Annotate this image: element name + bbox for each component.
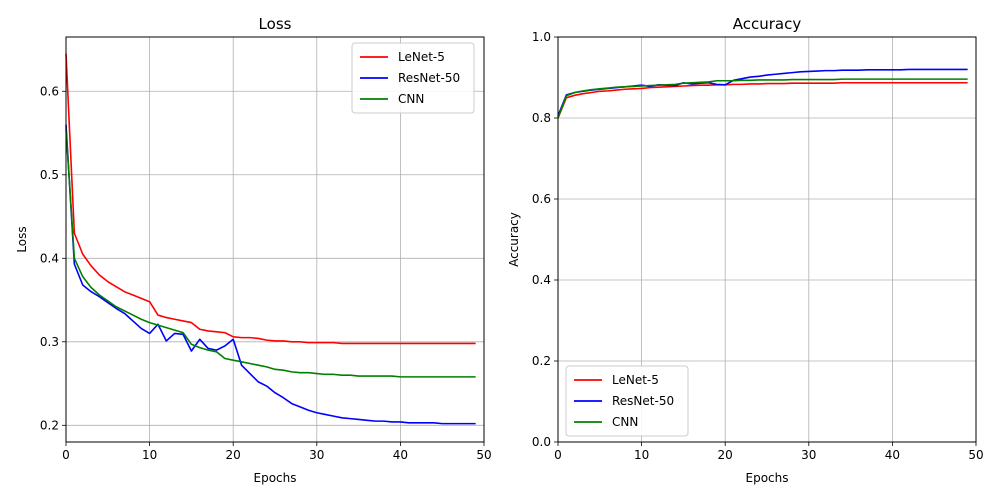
y-tick-label: 0.8 — [532, 111, 551, 125]
loss-axes-frame — [65, 36, 485, 443]
x-tick-label: 10 — [634, 448, 649, 462]
y-tick-label: 0.6 — [40, 84, 59, 98]
loss-series — [65, 53, 476, 425]
y-tick-label: 0.4 — [532, 273, 551, 287]
loss-chart: 0 10 20 30 40 50 0.20.30.40.50.6 Loss Epochs … — [15, 15, 492, 485]
x-tick-label: 50 — [968, 448, 983, 462]
accuracy-y-axis-label: Accuracy — [507, 212, 521, 267]
y-tick-label: 0.5 — [40, 168, 59, 182]
y-tick-label: 0.4 — [40, 251, 59, 265]
accuracy-axes-frame — [557, 36, 977, 443]
series-line-lenet-5 — [65, 53, 476, 345]
y-tick-label: 1.0 — [532, 30, 551, 44]
loss-x-ticks: 0 10 20 30 40 50 — [62, 442, 492, 462]
y-tick-label: 0.2 — [532, 354, 551, 368]
series-line-cnn — [65, 128, 476, 378]
accuracy-chart-title: Accuracy — [733, 15, 802, 33]
x-tick-label: 40 — [885, 448, 900, 462]
series-line-lenet-5 — [557, 81, 968, 119]
loss-y-axis-label: Loss — [15, 226, 29, 252]
x-tick-label: 0 — [554, 448, 562, 462]
legend-box — [351, 42, 475, 114]
series-line-cnn — [557, 78, 968, 119]
loss-chart-title: Loss — [259, 15, 292, 33]
accuracy-y-ticks: 0.0 0.2 0.4 0.6 0.8 1.0 — [532, 30, 558, 449]
legend-entry-label: CNN — [612, 415, 638, 429]
x-tick-label: 40 — [393, 448, 408, 462]
accuracy-chart: 0 10 20 30 40 50 0.00.20.40.60.81.0 Accuracy … — [507, 15, 984, 485]
legend-entry-label: LeNet-5 — [398, 50, 445, 64]
legend-entry-label: LeNet-5 — [612, 373, 659, 387]
accuracy-legend: LeNet-5 ResNet-50 CNN — [565, 365, 689, 437]
accuracy-series — [557, 68, 968, 119]
x-tick-label: 10 — [142, 448, 157, 462]
x-tick-label: 0 — [62, 448, 70, 462]
accuracy-x-axis-label: Epochs — [746, 471, 789, 485]
x-tick-label: 20 — [226, 448, 241, 462]
legend-box — [565, 365, 689, 437]
y-tick-label: 0.0 — [532, 435, 551, 449]
x-tick-label: 30 — [309, 448, 324, 462]
loss-x-axis-label: Epochs — [254, 471, 297, 485]
loss-legend: LeNet-5 ResNet-50 CNN — [351, 42, 475, 114]
y-tick-label: 0.2 — [40, 418, 59, 432]
legend-entry-label: ResNet-50 — [398, 71, 460, 85]
legend-entry-label: ResNet-50 — [612, 394, 674, 408]
series-line-resnet-50 — [65, 124, 476, 425]
x-tick-label: 50 — [476, 448, 491, 462]
y-tick-label: 0.6 — [532, 192, 551, 206]
x-tick-label: 30 — [801, 448, 816, 462]
x-tick-label: 20 — [718, 448, 733, 462]
loss-y-ticks: 0.2 0.3 0.4 0.5 0.6 — [40, 84, 66, 432]
y-tick-label: 0.3 — [40, 335, 59, 349]
accuracy-x-ticks: 0 10 20 30 40 50 — [554, 442, 984, 462]
legend-entry-label: CNN — [398, 92, 424, 106]
